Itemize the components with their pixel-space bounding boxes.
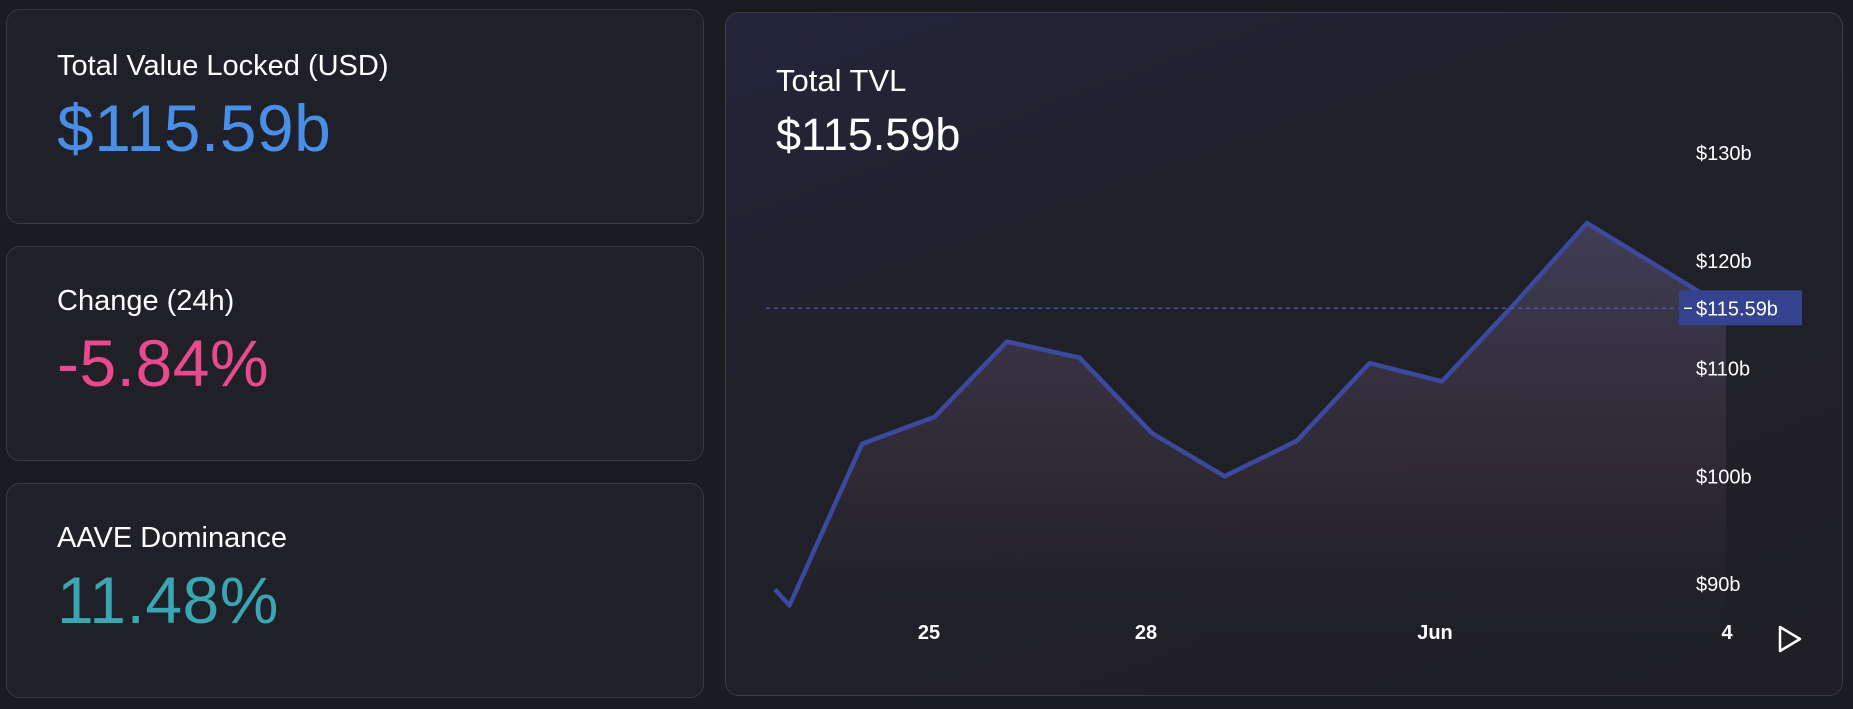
change-label: Change (24h): [57, 285, 235, 317]
chart-value: $115.59b: [776, 109, 961, 160]
y-tick-label: $110b: [1696, 359, 1750, 381]
y-tick-label: $90b: [1696, 574, 1741, 596]
current-value-badge: [1679, 290, 1802, 326]
x-tick-label: 28: [1135, 622, 1157, 644]
tvl-chart-card: $130b $120b $110b $100b $90b 25 28 Jun 4 $115.5…: [725, 12, 1843, 696]
y-tick-label: $130b: [1696, 143, 1752, 165]
dominance-value: 11.48%: [57, 563, 279, 637]
tvl-value: $115.59b: [57, 91, 332, 165]
x-tick-label: 25: [918, 622, 940, 644]
dominance-card: AAVE Dominance 11.48%: [6, 483, 704, 698]
tvl-card: Total Value Locked (USD) $115.59b: [6, 9, 704, 224]
play-button[interactable]: [1769, 618, 1809, 658]
tvl-series-line: [773, 220, 1728, 608]
play-icon: [1778, 625, 1802, 653]
y-tick-label: $120b: [1696, 251, 1752, 273]
tvl-label: Total Value Locked (USD): [57, 50, 389, 82]
tvl-chart[interactable]: $130b $120b $110b $100b $90b 25 28 Jun 4 $115.5…: [726, 13, 1844, 697]
chart-title: Total TVL: [776, 63, 907, 98]
change-card: Change (24h) -5.84%: [6, 246, 704, 461]
tvl-area: [775, 223, 1726, 637]
current-value-label: $115.59b: [1696, 298, 1778, 320]
change-value: -5.84%: [57, 326, 270, 400]
x-tick-label: Jun: [1417, 622, 1453, 644]
x-tick-label: 4: [1721, 622, 1733, 644]
dominance-label: AAVE Dominance: [57, 522, 287, 554]
y-tick-label: $100b: [1696, 466, 1752, 488]
